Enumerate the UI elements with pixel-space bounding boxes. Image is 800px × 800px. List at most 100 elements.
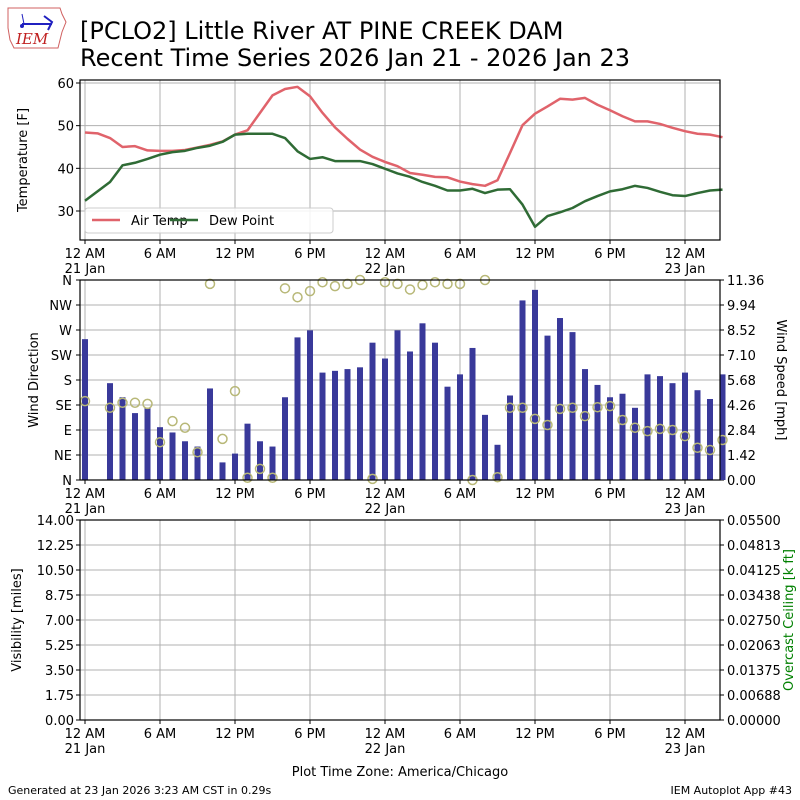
wind-direction-point	[242, 472, 253, 484]
x-tick-label: 12 PM	[515, 727, 555, 742]
wind-direction-point	[617, 414, 628, 426]
direction-tick-label: NE	[54, 449, 72, 464]
chart-title-line2: Recent Time Series 2026 Jan 21 - 2026 Ja…	[80, 44, 631, 72]
x-tick-date-label: 23 Jan	[665, 262, 706, 277]
wind-speed-bar	[294, 337, 301, 480]
wind-direction-point	[204, 278, 216, 290]
wind-speed-bar	[207, 388, 213, 480]
x-tick-label: 6 AM	[444, 487, 477, 502]
y-axis-label: Wind Direction	[27, 332, 42, 428]
wind-speed-bar	[357, 367, 363, 480]
iem-logo: IEM	[4, 4, 68, 52]
wind-direction-point	[679, 430, 691, 442]
x-tick-label: 12 AM	[365, 247, 406, 262]
y-tick-label: 60	[57, 77, 74, 92]
x-tick-label: 12 PM	[215, 487, 255, 502]
wind-direction-point	[542, 419, 553, 431]
wind-speed-bar	[132, 413, 138, 480]
y-axis-label-right: Wind Speed [mph]	[773, 320, 788, 441]
wind-direction-point	[192, 446, 203, 458]
x-tick-label: 6 AM	[144, 247, 177, 262]
wind-direction-point	[367, 473, 378, 485]
x-tick-date-label: 23 Jan	[665, 502, 706, 517]
wind-speed-bar	[632, 407, 638, 480]
speed-tick-label: 2.84	[727, 424, 756, 439]
wind-speed-bar	[257, 441, 263, 480]
wind-direction-point	[492, 471, 503, 483]
wind-direction-point	[454, 278, 466, 290]
speed-tick-label: 7.10	[727, 349, 756, 364]
wind-speed-bar	[694, 390, 701, 480]
wind-speed-bar	[119, 397, 126, 480]
wind-speed-bar	[107, 383, 113, 480]
wind-speed-bar	[407, 351, 413, 480]
x-axis-label: Plot Time Zone: America/Chicago	[292, 765, 508, 780]
wind-speed-bar	[507, 395, 513, 480]
series-line-dew-point	[84, 132, 723, 229]
wind-direction-point	[117, 397, 128, 409]
wind-speed-bar	[419, 323, 426, 480]
x-tick-date-label: 21 Jan	[65, 502, 106, 517]
wind-speed-bar	[607, 397, 613, 480]
visibility-tick-label: 10.50	[37, 564, 74, 579]
direction-tick-label: N	[62, 474, 72, 489]
wind-speed-bar	[707, 399, 713, 480]
x-tick-label: 12 PM	[515, 247, 555, 262]
generated-timestamp: Generated at 23 Jan 2026 3:23 AM CST in …	[8, 784, 272, 797]
x-tick-label: 6 AM	[444, 727, 477, 742]
wind-direction-point	[704, 444, 716, 456]
wind-speed-bar	[457, 374, 463, 480]
visibility-tick-label: 1.75	[45, 689, 74, 704]
series-line-air-temp	[84, 85, 723, 188]
y-axis-label-right: Overcast Ceiling [k ft]	[782, 549, 797, 691]
y-axis-label: Temperature [F]	[16, 108, 31, 213]
wind-speed-bar	[282, 397, 288, 480]
wind-direction-point	[629, 422, 641, 434]
wind-direction-point	[717, 434, 728, 446]
x-tick-label: 12 AM	[65, 727, 106, 742]
x-tick-date-label: 22 Jan	[365, 262, 406, 277]
ceiling-tick-label: 0.04125	[727, 564, 781, 579]
direction-tick-label: S	[64, 374, 72, 389]
wind-speed-bar	[669, 383, 676, 480]
ceiling-tick-label: 0.00000	[727, 714, 781, 729]
wind-speed-bar	[194, 446, 201, 480]
wind-speed-bar	[519, 300, 526, 480]
wind-direction-point	[429, 276, 441, 288]
wind-speed-bar	[569, 332, 576, 480]
wind-direction-point	[642, 425, 653, 437]
x-tick-label: 6 PM	[594, 247, 625, 262]
x-tick-label: 12 AM	[65, 247, 106, 262]
x-tick-label: 6 AM	[444, 247, 477, 262]
wind-direction-point	[179, 422, 191, 434]
speed-tick-label: 9.94	[727, 299, 756, 314]
wind-direction-point	[404, 284, 416, 295]
wind-speed-bar	[494, 444, 501, 480]
wind-direction-point	[529, 413, 541, 425]
direction-tick-label: N	[62, 274, 72, 289]
wind-direction-point	[317, 276, 328, 288]
wind-speed-bar	[157, 427, 163, 480]
x-tick-label: 12 PM	[215, 247, 255, 262]
wind-direction-point	[154, 436, 166, 448]
wind-speed-bar	[482, 414, 488, 480]
visibility-tick-label: 8.75	[45, 589, 74, 604]
wind-speed-bar	[532, 289, 538, 480]
wind-direction-point	[304, 285, 316, 297]
y-tick-label: 40	[57, 162, 74, 177]
speed-tick-label: 11.36	[727, 274, 764, 289]
wind-direction-point	[392, 278, 403, 290]
x-tick-label: 6 PM	[594, 487, 625, 502]
wind-direction-point	[592, 401, 603, 413]
legend-label: Dew Point	[209, 214, 274, 229]
ceiling-tick-label: 0.02750	[727, 614, 781, 629]
wind-speed-bar	[344, 369, 351, 480]
x-tick-date-label: 22 Jan	[365, 742, 406, 757]
wind-direction-point	[417, 279, 428, 291]
wind-speed-bar	[144, 407, 151, 480]
wind-direction-point	[267, 472, 278, 484]
wind-speed-bar	[244, 423, 251, 480]
direction-tick-label: SW	[51, 349, 72, 364]
